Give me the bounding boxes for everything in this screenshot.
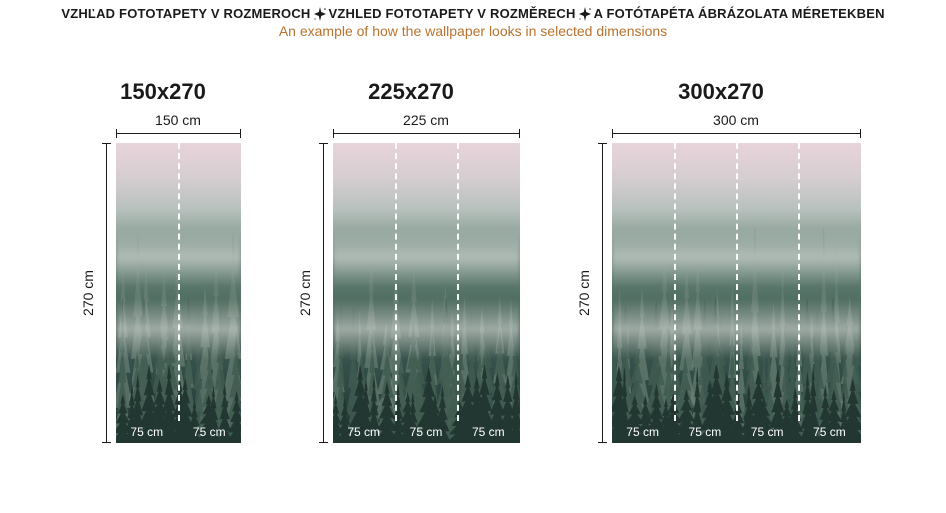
strip-label: 75 cm xyxy=(612,425,674,439)
width-label: 225 cm xyxy=(333,113,520,127)
strip-labels: 75 cm75 cm75 cm xyxy=(333,425,520,439)
header-multilang: VZHĽAD FOTOTAPETY V ROZMEROCH VZHLED FOT… xyxy=(0,6,946,21)
sparkle-icon xyxy=(313,7,327,21)
wallpaper-preview: 75 cm75 cm xyxy=(116,143,241,443)
strip-divider xyxy=(457,143,459,421)
panel-content-row: 270 cm75 cm75 cm xyxy=(86,143,241,443)
width-indicator: 300 cm xyxy=(612,113,861,139)
width-indicator: 150 cm xyxy=(116,113,241,139)
panel-title: 225x270 xyxy=(368,79,454,105)
height-label: 270 cm xyxy=(297,270,313,316)
sparkle-icon xyxy=(578,7,592,21)
panel-content-row: 270 cm75 cm75 cm75 cm xyxy=(303,143,520,443)
size-panel: 150x270150 cm270 cm75 cm75 cm xyxy=(86,79,241,443)
size-panel: 300x270300 cm270 cm75 cm75 cm75 cm75 cm xyxy=(582,79,861,443)
header-en: An example of how the wallpaper looks in… xyxy=(0,23,946,39)
height-label: 270 cm xyxy=(80,270,96,316)
height-indicator: 270 cm xyxy=(582,143,612,443)
strip-label: 75 cm xyxy=(457,425,519,439)
panel-title: 300x270 xyxy=(678,79,764,105)
width-label: 300 cm xyxy=(612,113,861,127)
header-sk: VZHĽAD FOTOTAPETY V ROZMEROCH xyxy=(61,6,310,21)
strip-label: 75 cm xyxy=(798,425,860,439)
panels-row: 150x270150 cm270 cm75 cm75 cm225x270225 … xyxy=(0,79,946,443)
wallpaper-preview: 75 cm75 cm75 cm xyxy=(333,143,520,443)
header-hu: A FOTÓTAPÉTA ÁBRÁZOLATA MÉRETEKBEN xyxy=(594,6,885,21)
height-indicator: 270 cm xyxy=(86,143,116,443)
strip-labels: 75 cm75 cm75 cm75 cm xyxy=(612,425,861,439)
width-label: 150 cm xyxy=(116,113,241,127)
wallpaper-preview: 75 cm75 cm75 cm75 cm xyxy=(612,143,861,443)
strip-divider xyxy=(178,143,180,421)
width-indicator: 225 cm xyxy=(333,113,520,139)
strip-label: 75 cm xyxy=(736,425,798,439)
height-indicator: 270 cm xyxy=(303,143,333,443)
strip-label: 75 cm xyxy=(333,425,395,439)
strip-divider xyxy=(674,143,676,421)
header-cz: VZHLED FOTOTAPETY V ROZMĚRECH xyxy=(329,6,576,21)
header: VZHĽAD FOTOTAPETY V ROZMEROCH VZHLED FOT… xyxy=(0,0,946,39)
strip-divider xyxy=(395,143,397,421)
strip-label: 75 cm xyxy=(178,425,241,439)
panel-title: 150x270 xyxy=(120,79,206,105)
size-panel: 225x270225 cm270 cm75 cm75 cm75 cm xyxy=(303,79,520,443)
strip-divider xyxy=(798,143,800,421)
strip-label: 75 cm xyxy=(395,425,457,439)
height-label: 270 cm xyxy=(576,270,592,316)
strip-label: 75 cm xyxy=(674,425,736,439)
strip-label: 75 cm xyxy=(116,425,179,439)
strip-labels: 75 cm75 cm xyxy=(116,425,241,439)
panel-content-row: 270 cm75 cm75 cm75 cm75 cm xyxy=(582,143,861,443)
strip-divider xyxy=(736,143,738,421)
